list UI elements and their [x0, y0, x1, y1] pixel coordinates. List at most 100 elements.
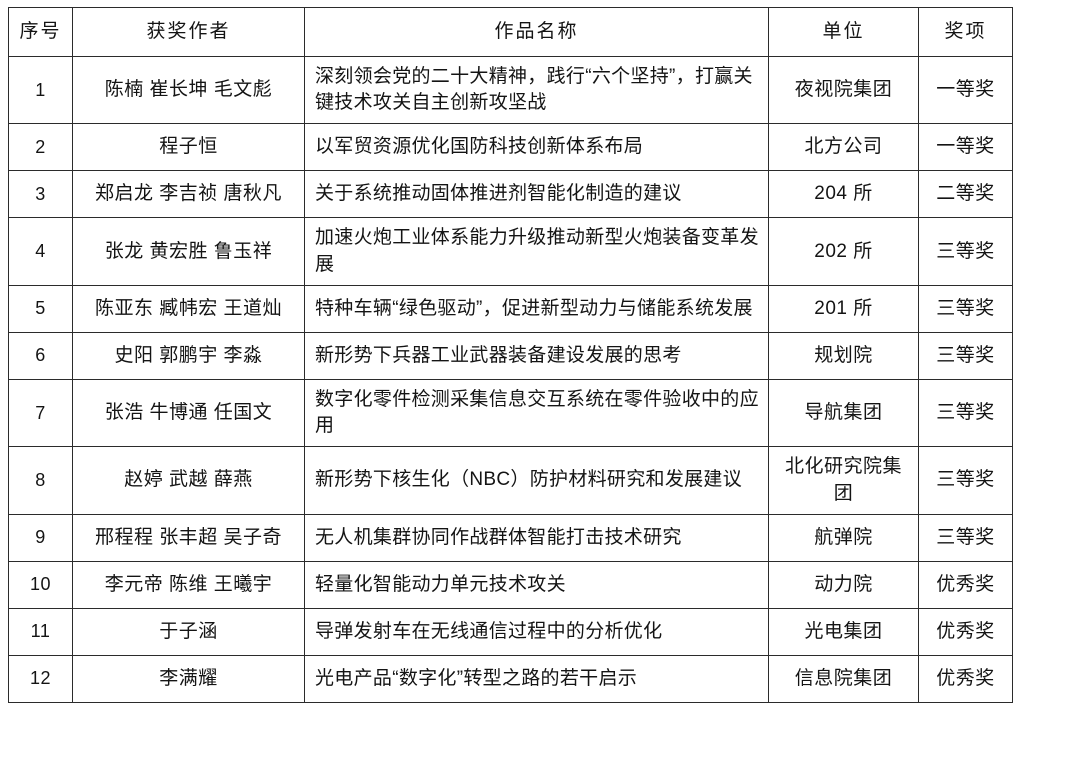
column-header-award: 奖项 — [918, 7, 1013, 57]
cell-unit: 光电集团 — [768, 607, 919, 656]
cell-index: 3 — [8, 170, 73, 219]
cell-title: 新形势下核生化（NBC）防护材料研究和发展建议 — [304, 446, 769, 515]
cell-unit: 动力院 — [768, 560, 919, 609]
table-row: 7 张浩 牛博通 任国文 数字化零件检测采集信息交互系统在零件验收中的应用 导航… — [8, 378, 1013, 448]
table-header: 序号 获奖作者 作品名称 单位 奖项 — [8, 7, 1013, 57]
cell-authors: 郑启龙 李吉祯 唐秋凡 — [72, 170, 305, 219]
column-header-title-label: 作品名称 — [494, 20, 579, 42]
cell-award: 三等奖 — [918, 331, 1013, 380]
cell-index: 12 — [8, 654, 73, 703]
authors-value: 李满耀 — [159, 667, 218, 689]
cell-authors: 陈亚东 臧帏宏 王道灿 — [72, 284, 305, 333]
award-value: 优秀奖 — [936, 667, 995, 689]
cell-title: 加速火炮工业体系能力升级推动新型火炮装备变革发展 — [304, 217, 769, 286]
index-value: 4 — [35, 241, 46, 262]
cell-award: 三等奖 — [918, 217, 1013, 286]
index-value: 2 — [35, 137, 46, 158]
cell-authors: 李满耀 — [72, 654, 305, 703]
authors-value: 郑启龙 李吉祯 唐秋凡 — [94, 183, 283, 205]
award-value: 一等奖 — [936, 79, 995, 101]
cell-authors: 陈楠 崔长坤 毛文彪 — [72, 55, 305, 125]
award-value: 一等奖 — [936, 136, 995, 158]
unit-value: 北方公司 — [804, 136, 883, 158]
award-winners-table: 序号 获奖作者 作品名称 单位 奖项 — [8, 7, 1013, 703]
cell-award: 二等奖 — [918, 170, 1013, 219]
column-header-unit-label: 单位 — [822, 20, 865, 42]
table-row: 8 赵婷 武越 薛燕 新形势下核生化（NBC）防护材料研究和发展建议 北化研究院… — [8, 446, 1013, 515]
award-value: 优秀奖 — [936, 620, 995, 642]
title-value: 光电产品“数字化”转型之路的若干启示 — [315, 667, 638, 689]
cell-title: 以军贸资源优化国防科技创新体系布局 — [304, 123, 769, 172]
index-value: 11 — [30, 621, 51, 642]
table-row: 1 陈楠 崔长坤 毛文彪 深刻领会党的二十大精神，践行“六个坚持”，打赢关键技术… — [8, 55, 1013, 125]
unit-value: 航弹院 — [814, 526, 873, 548]
index-value: 9 — [35, 527, 46, 548]
award-value: 三等奖 — [936, 344, 995, 366]
column-header-authors-label: 获奖作者 — [146, 20, 231, 42]
cell-unit: 202 所 — [768, 217, 919, 286]
title-value: 深刻领会党的二十大精神，践行“六个坚持”，打赢关键技术攻关自主创新攻坚战 — [315, 66, 753, 114]
title-value: 以军贸资源优化国防科技创新体系布局 — [315, 136, 644, 158]
award-value: 三等奖 — [936, 297, 995, 319]
table-row: 2 程子恒 以军贸资源优化国防科技创新体系布局 北方公司 一等奖 — [8, 123, 1013, 172]
cell-title: 轻量化智能动力单元技术攻关 — [304, 560, 769, 609]
authors-value: 邢程程 张丰超 吴子奇 — [94, 526, 283, 548]
cell-award: 一等奖 — [918, 123, 1013, 172]
unit-value: 202 所 — [814, 240, 873, 262]
cell-authors: 邢程程 张丰超 吴子奇 — [72, 513, 305, 562]
column-header-index-label: 序号 — [19, 20, 62, 42]
table-row: 9 邢程程 张丰超 吴子奇 无人机集群协同作战群体智能打击技术研究 航弹院 三等… — [8, 513, 1013, 562]
authors-value: 陈楠 崔长坤 毛文彪 — [104, 79, 273, 101]
authors-value: 赵婷 武越 薛燕 — [124, 469, 253, 491]
table-row: 4 张龙 黄宏胜 鲁玉祥 加速火炮工业体系能力升级推动新型火炮装备变革发展 20… — [8, 217, 1013, 286]
table-row: 5 陈亚东 臧帏宏 王道灿 特种车辆“绿色驱动”，促进新型动力与储能系统发展 2… — [8, 284, 1013, 333]
cell-unit: 北方公司 — [768, 123, 919, 172]
unit-value: 201 所 — [814, 297, 873, 319]
unit-value: 光电集团 — [804, 620, 883, 642]
cell-authors: 李元帝 陈维 王曦宇 — [72, 560, 305, 609]
title-value: 新形势下兵器工业武器装备建设发展的思考 — [315, 344, 682, 366]
award-value: 三等奖 — [936, 401, 995, 423]
cell-award: 三等奖 — [918, 513, 1013, 562]
cell-authors: 赵婷 武越 薛燕 — [72, 446, 305, 515]
cell-unit: 信息院集团 — [768, 654, 919, 703]
award-value: 二等奖 — [936, 183, 995, 205]
cell-unit: 201 所 — [768, 284, 919, 333]
unit-value: 导航集团 — [804, 401, 883, 423]
cell-index: 4 — [8, 217, 73, 286]
cell-index: 10 — [8, 560, 73, 609]
cell-unit: 规划院 — [768, 331, 919, 380]
authors-value: 张浩 牛博通 任国文 — [104, 401, 273, 423]
cell-title: 关于系统推动固体推进剂智能化制造的建议 — [304, 170, 769, 219]
table-row: 11 于子涵 导弹发射车在无线通信过程中的分析优化 光电集团 优秀奖 — [8, 607, 1013, 656]
cell-title: 深刻领会党的二十大精神，践行“六个坚持”，打赢关键技术攻关自主创新攻坚战 — [304, 55, 769, 125]
cell-index: 2 — [8, 123, 73, 172]
index-value: 5 — [35, 298, 46, 319]
index-value: 7 — [35, 402, 46, 423]
cell-unit: 夜视院集团 — [768, 55, 919, 125]
cell-authors: 张龙 黄宏胜 鲁玉祥 — [72, 217, 305, 286]
cell-authors: 史阳 郭鹏宇 李淼 — [72, 331, 305, 380]
unit-value: 规划院 — [814, 344, 873, 366]
authors-value: 李元帝 陈维 王曦宇 — [104, 573, 273, 595]
cell-award: 优秀奖 — [918, 654, 1013, 703]
unit-value: 信息院集团 — [794, 667, 893, 689]
award-value: 三等奖 — [936, 240, 995, 262]
header-row: 序号 获奖作者 作品名称 单位 奖项 — [8, 7, 1013, 57]
authors-value: 程子恒 — [159, 136, 218, 158]
cell-award: 优秀奖 — [918, 560, 1013, 609]
unit-value: 204 所 — [814, 183, 873, 205]
table-body: 1 陈楠 崔长坤 毛文彪 深刻领会党的二十大精神，践行“六个坚持”，打赢关键技术… — [8, 55, 1013, 703]
column-header-title: 作品名称 — [304, 7, 769, 57]
index-value: 8 — [35, 470, 46, 491]
cell-unit: 204 所 — [768, 170, 919, 219]
award-value: 优秀奖 — [936, 573, 995, 595]
cell-unit: 北化研究院集团 — [768, 446, 919, 515]
cell-authors: 于子涵 — [72, 607, 305, 656]
index-value: 1 — [35, 79, 46, 100]
cell-authors: 张浩 牛博通 任国文 — [72, 378, 305, 448]
title-value: 数字化零件检测采集信息交互系统在零件验收中的应用 — [315, 388, 759, 437]
cell-index: 8 — [8, 446, 73, 515]
authors-value: 于子涵 — [159, 620, 218, 642]
